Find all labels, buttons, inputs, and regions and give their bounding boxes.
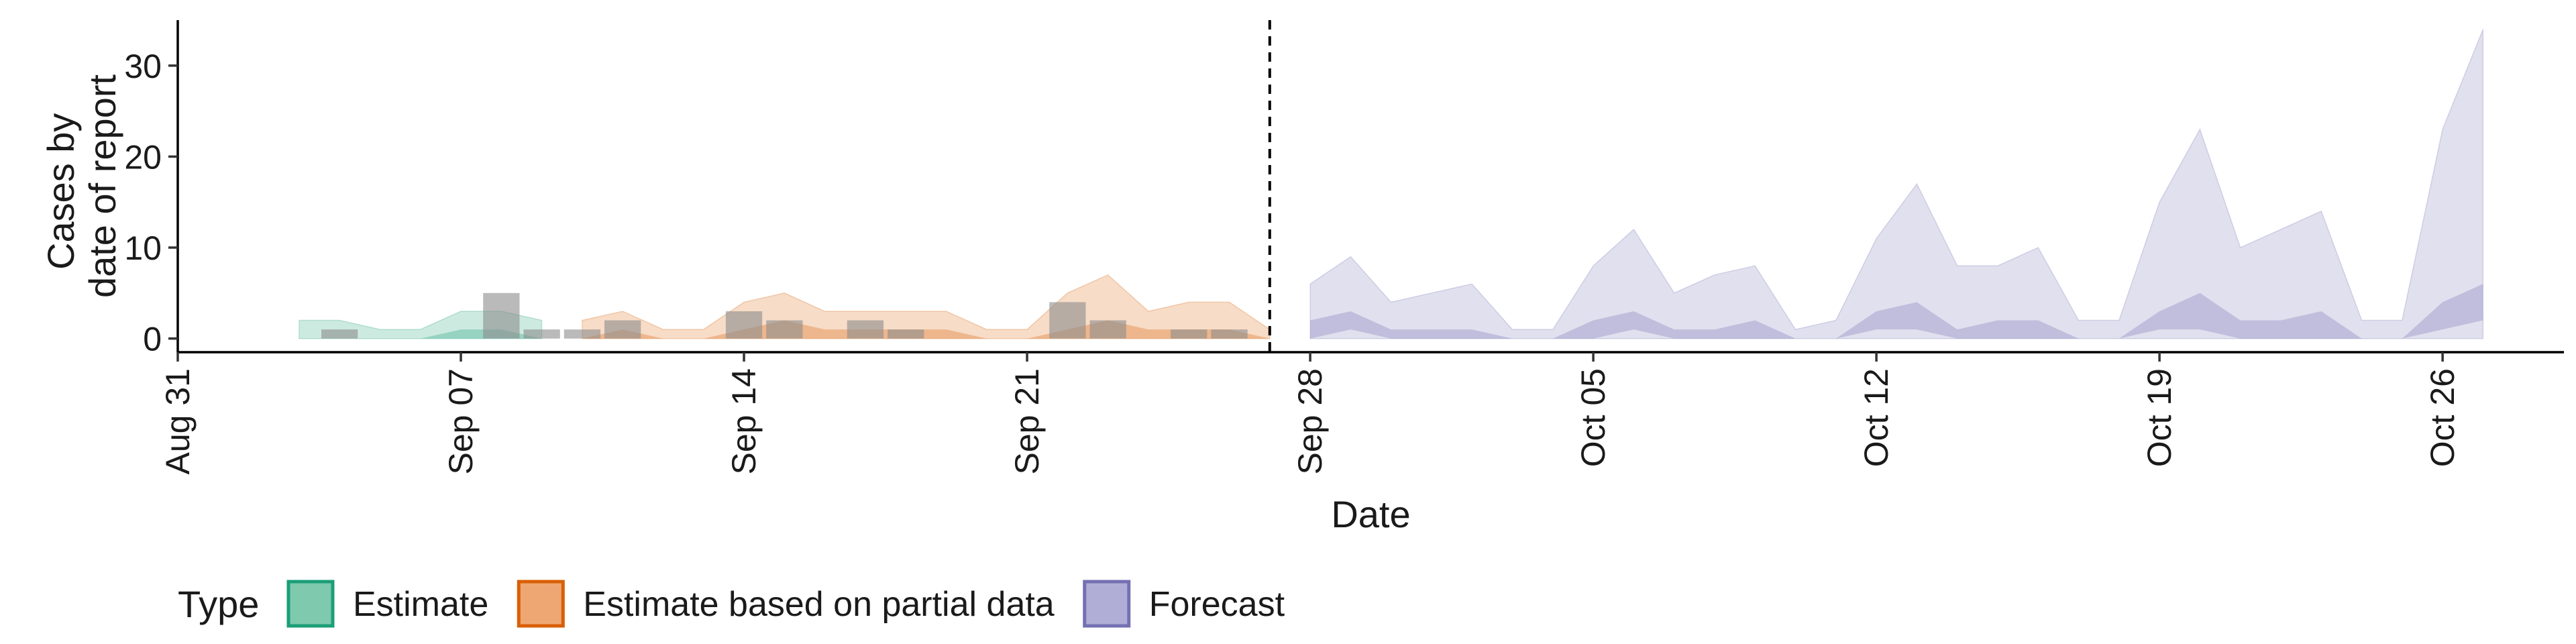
legend-label-forecast: Forecast: [1149, 585, 1285, 624]
y-tick-label: 10: [124, 229, 162, 267]
reported-case-bar: [1049, 302, 1086, 339]
reported-case-bar: [1211, 329, 1248, 339]
legend-label-estimate: Estimate: [353, 585, 488, 624]
y-tick-label: 20: [124, 138, 162, 176]
y-axis-title-line-1: Cases by: [40, 113, 82, 270]
reported-case-bar: [888, 329, 924, 339]
reported-case-bar: [483, 292, 520, 339]
forecast-band-50: [1310, 284, 2483, 339]
reported-case-bar: [321, 329, 358, 339]
x-axis-title: Date: [1331, 493, 1410, 535]
estimate-band-50: [299, 329, 542, 339]
reported-case-bar: [847, 320, 884, 339]
axes: [176, 20, 2564, 354]
legend-key-estimate: [286, 580, 335, 628]
legend-label-estimate-based-on-partial-data: Estimate based on partial data: [583, 585, 1055, 624]
reported-case-bar: [1089, 320, 1126, 339]
x-tick-label: Oct 05: [1574, 368, 1612, 467]
legend-key-estimate-based-on-partial-data: [517, 580, 565, 628]
reported-cases-layer: [321, 292, 1248, 339]
reported-case-bar: [1171, 329, 1208, 339]
reported-case-bar: [725, 311, 763, 339]
y-axis-title: Cases by date of report: [40, 74, 123, 299]
x-tick-label: Sep 28: [1291, 368, 1329, 474]
x-tick-label: Oct 12: [1858, 368, 1895, 467]
reported-case-bar: [766, 320, 803, 339]
legend-key-forecast: [1083, 580, 1131, 628]
x-tick-label: Aug 31: [159, 368, 197, 474]
x-tick-label: Sep 14: [725, 368, 763, 474]
reported-case-bar: [523, 329, 560, 339]
reported-case-bar: [604, 320, 641, 339]
legend-title: Type: [178, 583, 259, 625]
y-ticks: 0 10 20 30: [124, 48, 178, 358]
legend: Type Estimate Estimate based on partial d…: [178, 580, 1285, 628]
forecast-band-90: [1309, 29, 2484, 339]
x-ticks: Aug 31 Sep 07 Sep 14 Sep 21 Sep 28 Oct 05 Oct …: [159, 352, 2461, 474]
x-tick-label: Oct 26: [2424, 368, 2461, 467]
y-tick-label: 0: [143, 321, 162, 358]
reported-case-bar: [564, 329, 601, 339]
x-tick-label: Oct 19: [2141, 368, 2178, 467]
estimate-based-on-partial-data-band-90: [582, 274, 1271, 339]
x-tick-label: Sep 07: [442, 368, 480, 474]
x-tick-label: Sep 21: [1008, 368, 1046, 474]
ribbon-layer: [299, 29, 2484, 339]
y-axis-title-line-2: date of report: [81, 74, 123, 299]
y-tick-label: 30: [124, 48, 162, 85]
legend-entries: Estimate Estimate based on partial data Fo…: [286, 580, 1285, 628]
